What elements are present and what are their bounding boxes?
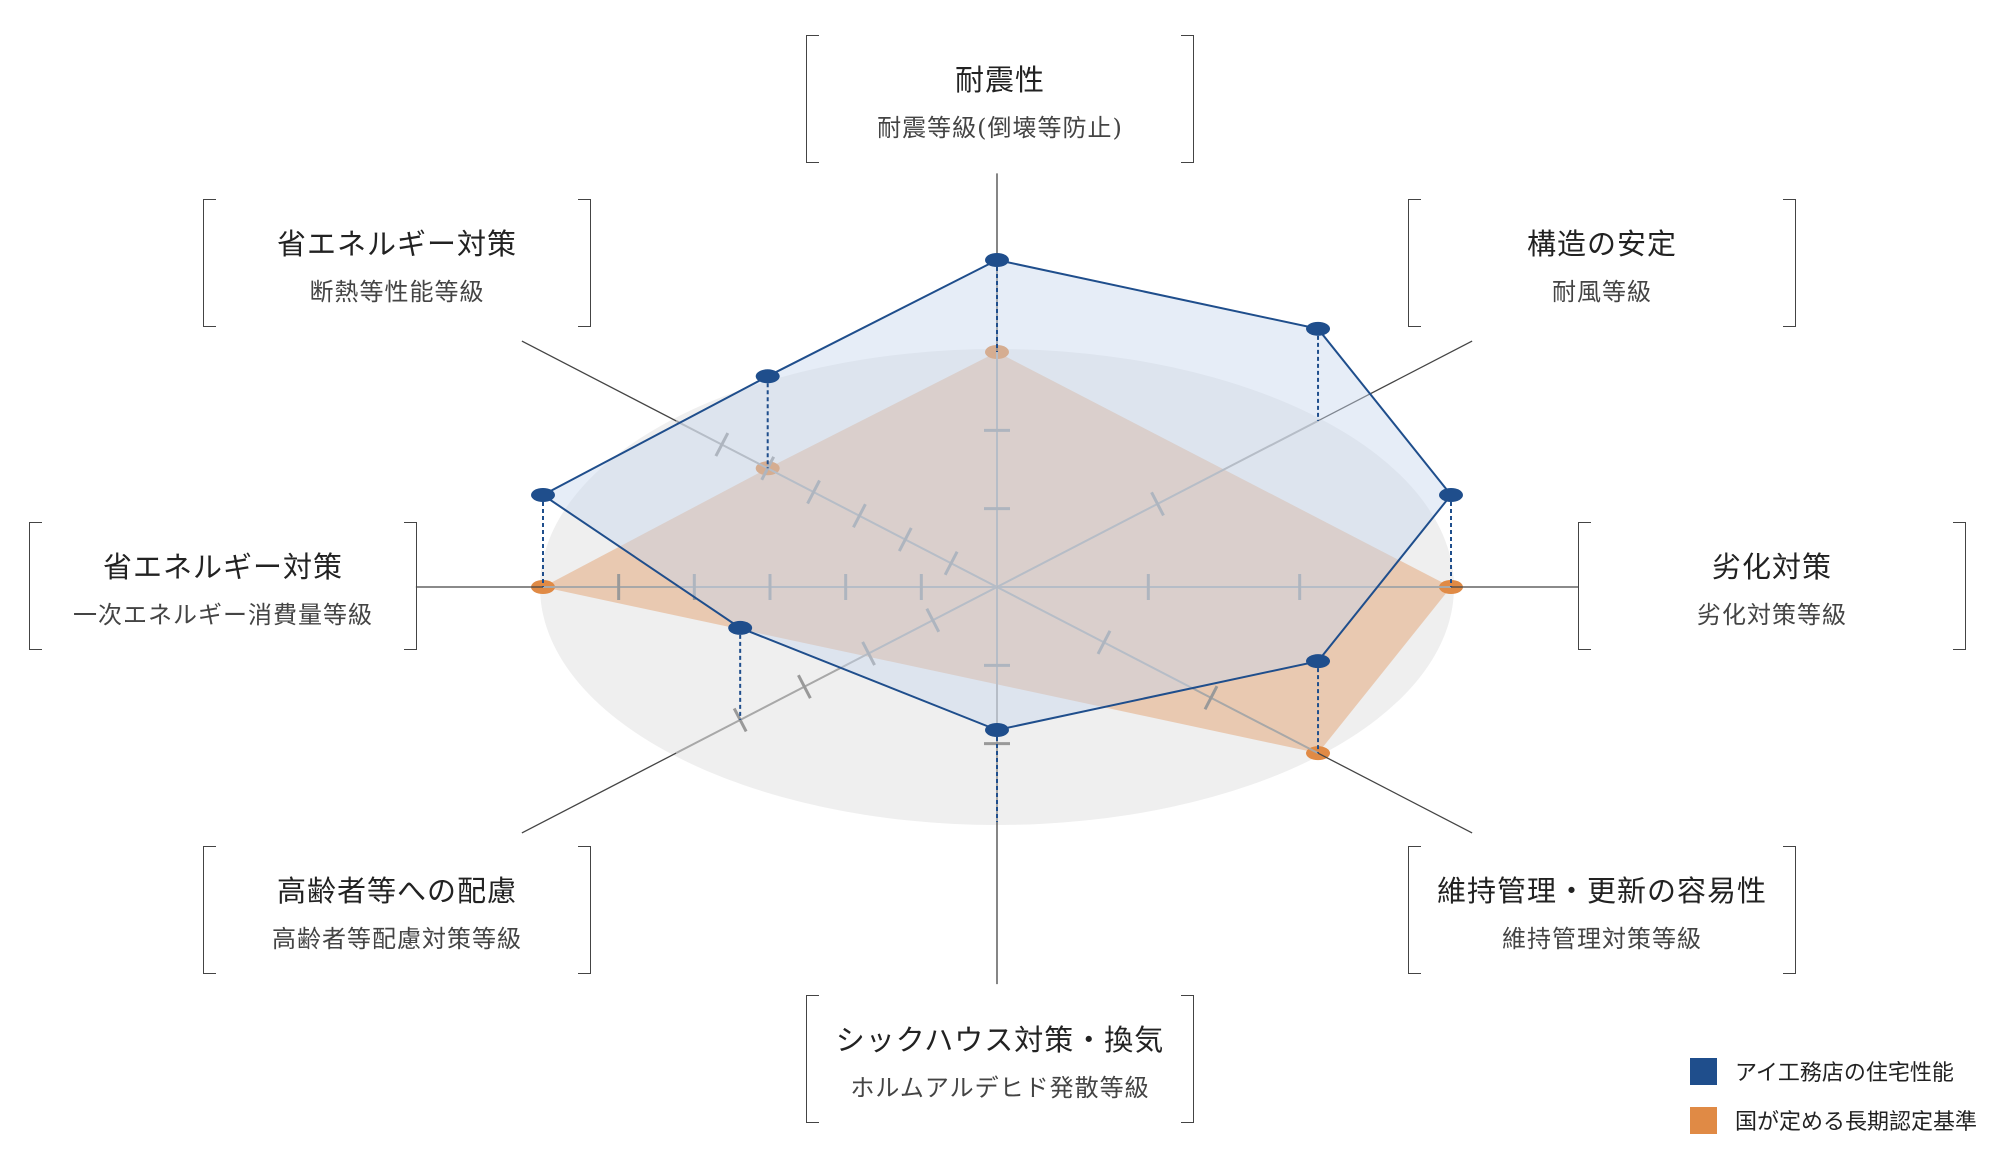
bracket-left bbox=[1408, 846, 1421, 974]
company-point bbox=[531, 488, 555, 502]
axis-title: 劣化対策 bbox=[1711, 550, 1832, 584]
bracket-left bbox=[1408, 199, 1421, 327]
axis-label-box: 維持管理・更新の容易性維持管理対策等級 bbox=[1408, 846, 1796, 974]
company-point bbox=[1306, 321, 1331, 336]
legend-swatch-standard bbox=[1690, 1106, 1717, 1134]
axis-label-box: シックハウス対策・換気ホルムアルデヒド発散等級 bbox=[806, 995, 1194, 1123]
bracket-right bbox=[1783, 846, 1796, 974]
axis-label-box: 耐震性耐震等級(倒壊等防止) bbox=[806, 35, 1194, 163]
axis-tick bbox=[897, 527, 913, 552]
legend: アイ工務店の住宅性能 国が定める長期認定基準 bbox=[1690, 1056, 1977, 1154]
bracket-right bbox=[1181, 995, 1194, 1123]
axis-tick bbox=[925, 607, 941, 633]
axis-tick bbox=[806, 479, 821, 505]
axis-tick bbox=[943, 551, 959, 576]
axis-label-box: 高齢者等への配慮高齢者等配慮対策等級 bbox=[203, 846, 591, 974]
axis-title: 耐震性 bbox=[954, 63, 1045, 97]
axis-subtitle: 維持管理対策等級 bbox=[1502, 925, 1702, 953]
bracket-right bbox=[578, 846, 591, 974]
bracket-right bbox=[1953, 522, 1966, 650]
axis-title: 省エネルギー対策 bbox=[276, 227, 517, 261]
bracket-right bbox=[578, 199, 591, 327]
company-point bbox=[985, 723, 1009, 737]
bracket-left bbox=[203, 199, 216, 327]
axis-tick bbox=[852, 503, 867, 529]
company-point bbox=[985, 253, 1009, 267]
axis-title: シックハウス対策・換気 bbox=[835, 1023, 1165, 1057]
axis-subtitle: 高齢者等配慮対策等級 bbox=[272, 925, 522, 953]
axis-tick bbox=[714, 432, 730, 457]
legend-item-standard: 国が定める長期認定基準 bbox=[1690, 1105, 1977, 1135]
axis-line bbox=[675, 586, 998, 755]
axis-title: 構造の安定 bbox=[1526, 227, 1677, 261]
axis-label-box: 省エネルギー対策断熱等性能等級 bbox=[203, 199, 591, 327]
axis-tick bbox=[1096, 630, 1112, 655]
legend-label: 国が定める長期認定基準 bbox=[1735, 1110, 1978, 1135]
legend-swatch-company bbox=[1690, 1057, 1717, 1085]
legend-item-company: アイ工務店の住宅性能 bbox=[1690, 1056, 1977, 1086]
bracket-left bbox=[1578, 522, 1591, 650]
axis-label-box: 構造の安定 耐風等級 bbox=[1408, 199, 1796, 327]
axis-tick bbox=[861, 641, 876, 666]
axis-subtitle: 劣化対策等級 bbox=[1697, 601, 1847, 629]
axis-title: 高齢者等への配慮 bbox=[276, 874, 517, 908]
bracket-right bbox=[404, 522, 417, 650]
bracket-right bbox=[1181, 35, 1194, 163]
axis-title: 省エネルギー対策 bbox=[102, 550, 343, 584]
axis-tick bbox=[1150, 491, 1165, 517]
axis-tick bbox=[1203, 685, 1219, 711]
axis-label-box: 省エネルギー対策一次エネルギー消費量等級 bbox=[29, 522, 417, 650]
legend-label: アイ工務店の住宅性能 bbox=[1735, 1061, 1954, 1086]
axis-subtitle: ホルムアルデヒド発散等級 bbox=[850, 1074, 1150, 1102]
axis-subtitle: 断熱等性能等級 bbox=[309, 278, 485, 306]
axis-line bbox=[996, 586, 1319, 755]
company-point bbox=[1306, 654, 1331, 669]
company-point bbox=[728, 620, 753, 635]
axis-tick bbox=[797, 674, 812, 699]
axis-line bbox=[675, 419, 998, 588]
axis-subtitle: 耐震等級(倒壊等防止) bbox=[877, 114, 1123, 142]
bracket-right bbox=[1783, 199, 1796, 327]
axis-label-box: 劣化対策劣化対策等級 bbox=[1578, 522, 1966, 650]
bracket-left bbox=[29, 522, 42, 650]
axis-subtitle: 一次エネルギー消費量等級 bbox=[73, 601, 373, 629]
bracket-left bbox=[203, 846, 216, 974]
company-point bbox=[1439, 488, 1463, 502]
bracket-left bbox=[806, 35, 819, 163]
company-point bbox=[755, 369, 780, 384]
axis-subtitle: 耐風等級 bbox=[1552, 278, 1652, 306]
axis-title: 維持管理・更新の容易性 bbox=[1436, 874, 1767, 908]
bracket-left bbox=[806, 995, 819, 1123]
